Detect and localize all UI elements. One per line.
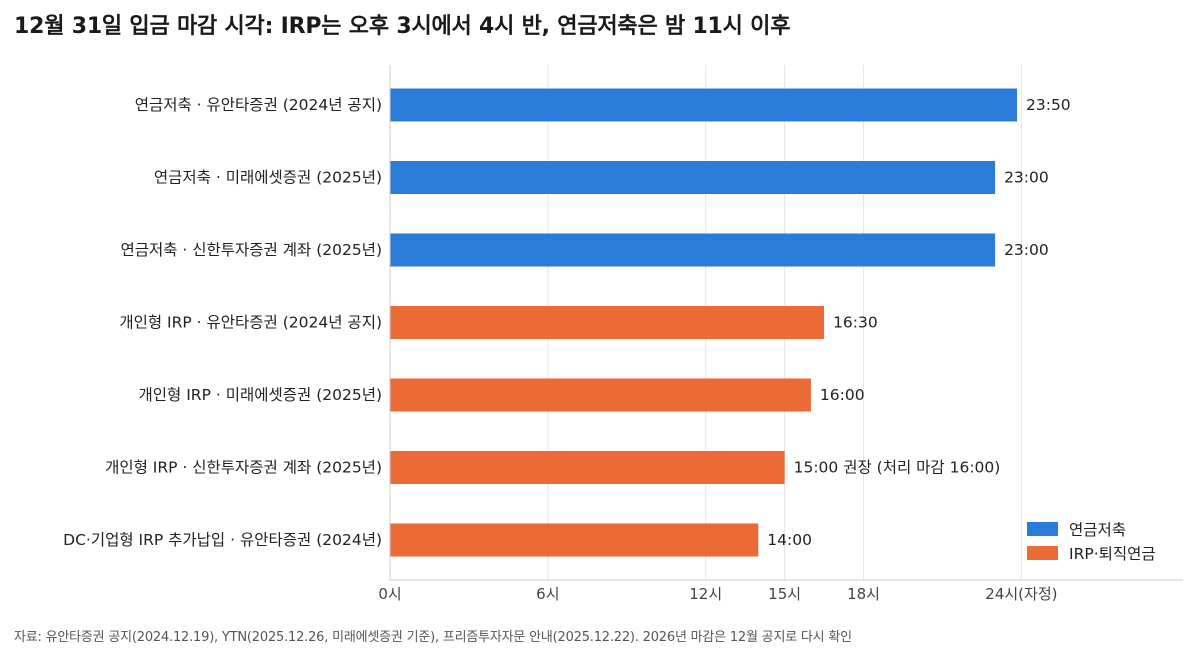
bars bbox=[390, 88, 1017, 557]
bar bbox=[390, 233, 996, 267]
bar bbox=[390, 161, 996, 194]
category-label: 개인형 IRP · 유안타증권 (2024년 공지) bbox=[119, 314, 382, 332]
bar bbox=[390, 523, 759, 557]
category-label: 연금저축 · 미래에셋증권 (2025년) bbox=[154, 169, 382, 187]
category-label: 개인형 IRP · 미래에셋증권 (2025년) bbox=[139, 386, 382, 404]
x-axis: 0시 6시 12시 15시 18시 24시(자정) bbox=[378, 65, 1183, 603]
category-label: 연금저축 · 신한투자증권 계좌 (2025년) bbox=[120, 241, 382, 259]
data-label: 23:50 bbox=[1026, 96, 1071, 114]
category-labels: 연금저축 · 유안타증권 (2024년 공지) 연금저축 · 미래에셋증권 (20… bbox=[63, 96, 382, 549]
category-label: DC·기업형 IRP 추가납입 · 유안타증권 (2024년) bbox=[63, 531, 382, 549]
bar bbox=[390, 451, 785, 484]
legend: 연금저축 IRP·퇴직연금 bbox=[1027, 521, 1156, 563]
x-tick-label: 12시 bbox=[689, 585, 722, 603]
legend-label: IRP·퇴직연금 bbox=[1069, 545, 1156, 563]
data-label: 23:00 bbox=[1004, 241, 1049, 259]
legend-swatch bbox=[1027, 522, 1058, 536]
chart-title: 12월 31일 입금 마감 시각: IRP는 오후 3시에서 4시 반, 연금저… bbox=[14, 14, 791, 39]
x-tick-label: 0시 bbox=[378, 585, 401, 603]
source-footnote: 자료: 유안타증권 공지(2024.12.19), YTN(2025.12.26… bbox=[14, 630, 852, 645]
category-label: 연금저축 · 유안타증권 (2024년 공지) bbox=[135, 96, 382, 114]
legend-swatch bbox=[1027, 546, 1058, 560]
bar bbox=[390, 306, 825, 339]
deposit-deadline-chart: 0시 6시 12시 15시 18시 24시(자정) 연금저축 · 유안타증권 (2024년… bbox=[63, 65, 1183, 603]
legend-label: 연금저축 bbox=[1069, 521, 1126, 539]
data-label: 15:00 권장 (처리 마감 16:00) bbox=[794, 459, 1001, 477]
data-label: 14:00 bbox=[767, 531, 812, 549]
bar bbox=[390, 88, 1017, 122]
x-tick-label: 18시 bbox=[847, 585, 880, 603]
data-label: 16:00 bbox=[820, 386, 865, 404]
data-labels: 23:50 23:00 23:00 16:30 16:00 15:00 권장 (처리 마감… bbox=[767, 96, 1070, 549]
x-tick-label: 6시 bbox=[536, 585, 559, 603]
x-tick-label: 15시 bbox=[768, 585, 801, 603]
data-label: 23:00 bbox=[1004, 169, 1049, 187]
x-tick-label: 24시(자정) bbox=[985, 585, 1057, 603]
category-label: 개인형 IRP · 신한투자증권 계좌 (2025년) bbox=[105, 459, 382, 477]
data-label: 16:30 bbox=[833, 314, 878, 332]
bar bbox=[390, 378, 811, 412]
